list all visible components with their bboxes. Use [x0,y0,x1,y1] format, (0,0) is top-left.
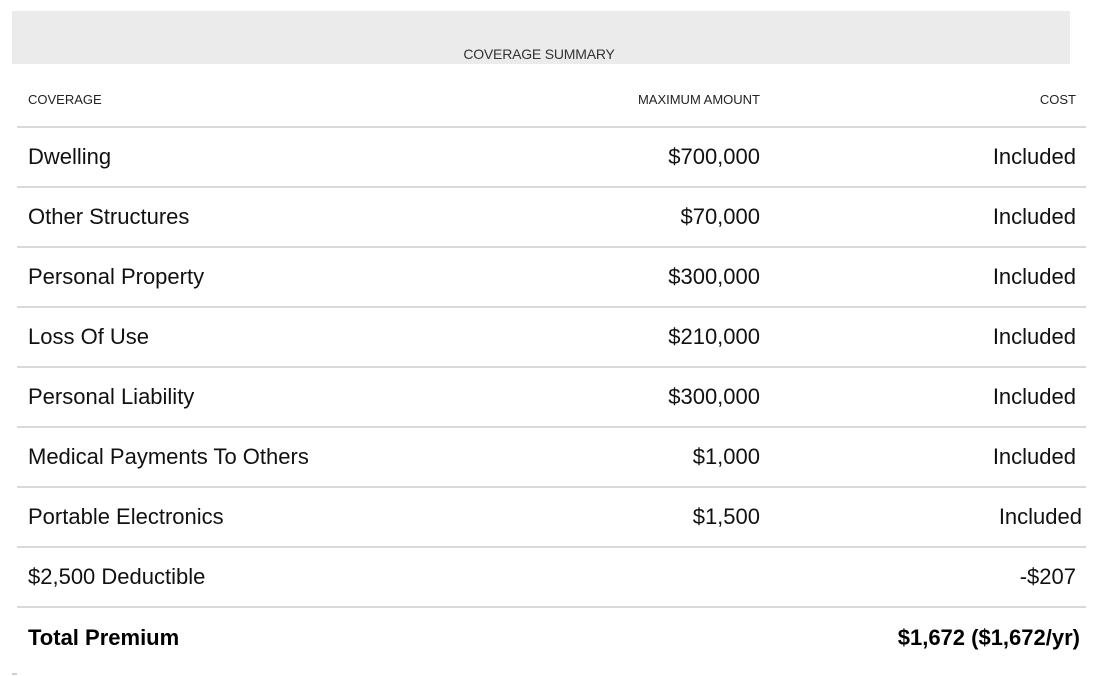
table-row: Portable Electronics $1,500 Included [17,488,1086,548]
coverage-name: Loss Of Use [28,324,150,349]
coverage-summary-header-band [12,11,1070,64]
divider-fragment [12,673,17,675]
cost-value: Included [992,204,1076,229]
total-premium-row: Total Premium $1,672 ($1,672/yr) [17,608,1086,668]
maximum-amount-value: $1,000 [692,444,760,469]
cost-value: Included [998,504,1082,529]
coverage-name: Other Structures [28,204,190,229]
coverage-summary-title: COVERAGE SUMMARY [463,46,615,62]
maximum-amount-value: $300,000 [668,384,760,409]
total-premium-value: $1,672 ($1,672/yr) [897,625,1080,650]
column-header-cost: COST [1039,91,1076,107]
table-row: Other Structures $70,000 Included [17,188,1086,248]
cost-value: Included [992,444,1076,469]
maximum-amount-value: $1,500 [692,504,760,529]
table-row: Loss Of Use $210,000 Included [17,308,1086,368]
coverage-name: Medical Payments To Others [28,444,309,469]
table-row: Dwelling $700,000 Included [17,128,1086,188]
cost-value: Included [992,384,1076,409]
cost-value: Included [992,264,1076,289]
table-row: Medical Payments To Others $1,000 Includ… [17,428,1086,488]
table-row: Personal Property $300,000 Included [17,248,1086,308]
maximum-amount-value: $210,000 [668,324,760,349]
maximum-amount-value: $300,000 [668,264,760,289]
coverage-table: COVERAGE MAXIMUM AMOUNT COST Dwelling $7… [17,72,1086,668]
total-premium-label: Total Premium [28,625,180,650]
cost-value: Included [992,144,1076,169]
coverage-name: Dwelling [28,144,112,169]
coverage-name: Personal Property [28,264,205,289]
coverage-name: Portable Electronics [28,504,224,529]
cost-value: -$207 [1019,564,1076,589]
table-row: $2,500 Deductible -$207 [17,548,1086,608]
coverage-name: Personal Liability [28,384,195,409]
maximum-amount-value: $70,000 [680,204,760,229]
maximum-amount-value: $700,000 [668,144,760,169]
table-row: Personal Liability $300,000 Included [17,368,1086,428]
column-header-maximum-amount: MAXIMUM AMOUNT [637,91,760,107]
coverage-name: $2,500 Deductible [28,564,206,589]
cost-value: Included [992,324,1076,349]
table-header-row: COVERAGE MAXIMUM AMOUNT COST [17,72,1086,128]
column-header-coverage: COVERAGE [28,91,102,107]
